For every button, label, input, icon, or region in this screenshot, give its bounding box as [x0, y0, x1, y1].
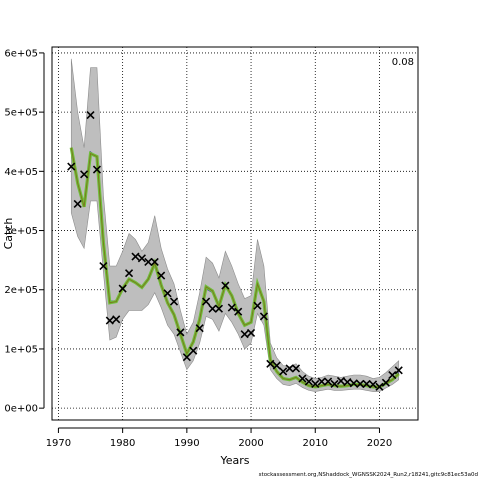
observed-point [137, 254, 146, 263]
observed-point [189, 346, 198, 355]
observed-point [246, 328, 256, 338]
observed-point [394, 366, 403, 375]
observed-point [234, 307, 243, 316]
observed-point [362, 379, 371, 388]
observed-points-group [67, 111, 403, 391]
observed-point [375, 382, 384, 391]
observed-point [388, 370, 397, 380]
observed-point [169, 297, 179, 306]
observed-point [150, 257, 159, 266]
observed-point [311, 379, 320, 388]
observed-point [144, 257, 153, 266]
observed-point [105, 316, 114, 325]
y-tick-label: 3e+05 [4, 226, 38, 237]
observed-point [285, 364, 294, 373]
observed-point [279, 367, 288, 376]
observed-point [381, 378, 390, 387]
observed-point [208, 304, 217, 313]
x-tick-label: 1990 [174, 438, 199, 449]
y-axis-label: Catch [2, 218, 15, 250]
x-axis: 1970 1980 1990 2000 2010 2020 [46, 427, 392, 449]
plot-frame [51, 46, 419, 421]
confidence-band-group [70, 58, 400, 392]
chart-annotation: 0.08 [392, 57, 414, 68]
y-tick-label: 4e+05 [4, 167, 38, 178]
observed-point [304, 377, 313, 386]
observed-point [202, 297, 211, 306]
observed-point [343, 378, 352, 387]
x-tick-label: 2010 [303, 438, 328, 449]
observed-point [73, 199, 82, 208]
y-tick-label: 5e+05 [4, 108, 38, 119]
observed-point [349, 379, 358, 388]
observed-point [298, 374, 307, 383]
observed-point [80, 170, 89, 179]
observed-point [118, 284, 127, 293]
observed-point [336, 376, 346, 385]
observed-point [272, 361, 281, 370]
observed-point [317, 377, 326, 386]
x-tick-label: 2020 [367, 438, 392, 449]
x-tick-label: 1980 [110, 438, 135, 449]
observed-point [86, 111, 95, 120]
grid-lines [52, 47, 418, 420]
observed-point [124, 269, 134, 278]
observed-point [176, 328, 185, 337]
x-tick-label: 1970 [46, 438, 71, 449]
observed-point [240, 330, 249, 339]
observed-point [330, 379, 339, 388]
observed-point [368, 380, 378, 389]
observed-point [356, 379, 365, 388]
confidence-band [70, 58, 400, 392]
observed-point [195, 324, 204, 333]
observed-point [99, 261, 108, 271]
observed-point [163, 289, 172, 298]
observed-point [214, 304, 224, 313]
observed-point [266, 359, 275, 368]
observed-point [92, 165, 102, 174]
x-tick-label: 2000 [238, 438, 263, 449]
observed-point [324, 377, 333, 386]
y-tick-label: 6e+05 [4, 48, 38, 59]
observed-point [182, 353, 191, 362]
observed-point [259, 312, 268, 321]
y-tick-label: 1e+05 [4, 344, 38, 355]
y-tick-label: 0e+00 [4, 404, 38, 415]
observed-point [131, 252, 140, 261]
x-axis-label: Years [219, 454, 249, 467]
observed-point [221, 281, 230, 290]
observed-point [157, 271, 166, 280]
observed-point [112, 315, 121, 324]
observed-point [253, 301, 262, 310]
observed-point [291, 364, 301, 373]
y-tick-label: 2e+05 [4, 285, 38, 296]
observed-point [67, 162, 76, 171]
y-axis: 0e+00 1e+05 2e+05 3e+05 4e+05 5e+05 6e+05 [4, 48, 45, 415]
footer-source: stockassessment.org,NShaddock_WGNSSK2024… [258, 472, 478, 478]
observed-point [227, 303, 236, 312]
